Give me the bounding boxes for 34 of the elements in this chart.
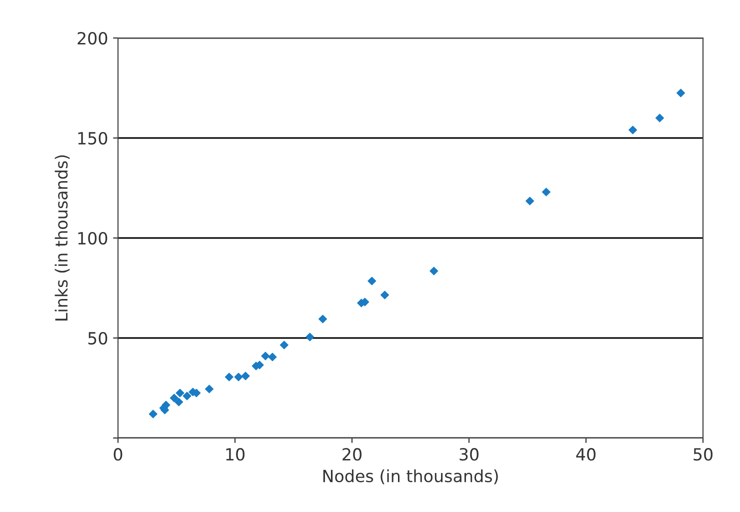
x-tick-label: 10 xyxy=(226,448,244,461)
point xyxy=(306,332,314,342)
x-tick-label: 30 xyxy=(460,448,478,461)
y-tick-label: 200 xyxy=(78,32,108,45)
x-tick-label: 20 xyxy=(342,448,362,461)
y-tick-label: 100 xyxy=(78,232,108,245)
point xyxy=(542,188,550,196)
point xyxy=(628,126,638,134)
point xyxy=(261,352,270,360)
point xyxy=(268,352,277,362)
y-axis-title: Links (in thousands) xyxy=(54,155,70,320)
point xyxy=(176,388,184,398)
y-tick-label: 150 xyxy=(78,132,108,145)
point xyxy=(234,372,243,382)
point xyxy=(170,394,178,402)
x-tick-label: 0 xyxy=(114,448,122,461)
point xyxy=(380,290,390,300)
point xyxy=(241,372,250,380)
x-tick-label: 40 xyxy=(576,448,596,461)
point xyxy=(368,276,376,286)
point xyxy=(430,266,438,276)
point xyxy=(526,196,534,206)
point xyxy=(204,384,214,394)
point xyxy=(280,340,288,350)
x-axis-title: Nodes (in thousands) xyxy=(323,469,498,484)
point xyxy=(182,392,192,400)
point xyxy=(174,398,184,406)
point xyxy=(676,88,686,98)
x-tick-label: 50 xyxy=(694,448,712,461)
point xyxy=(318,314,328,324)
point xyxy=(148,410,158,418)
point xyxy=(224,372,234,382)
y-tick-label: 50 xyxy=(88,332,108,345)
point xyxy=(655,114,664,122)
